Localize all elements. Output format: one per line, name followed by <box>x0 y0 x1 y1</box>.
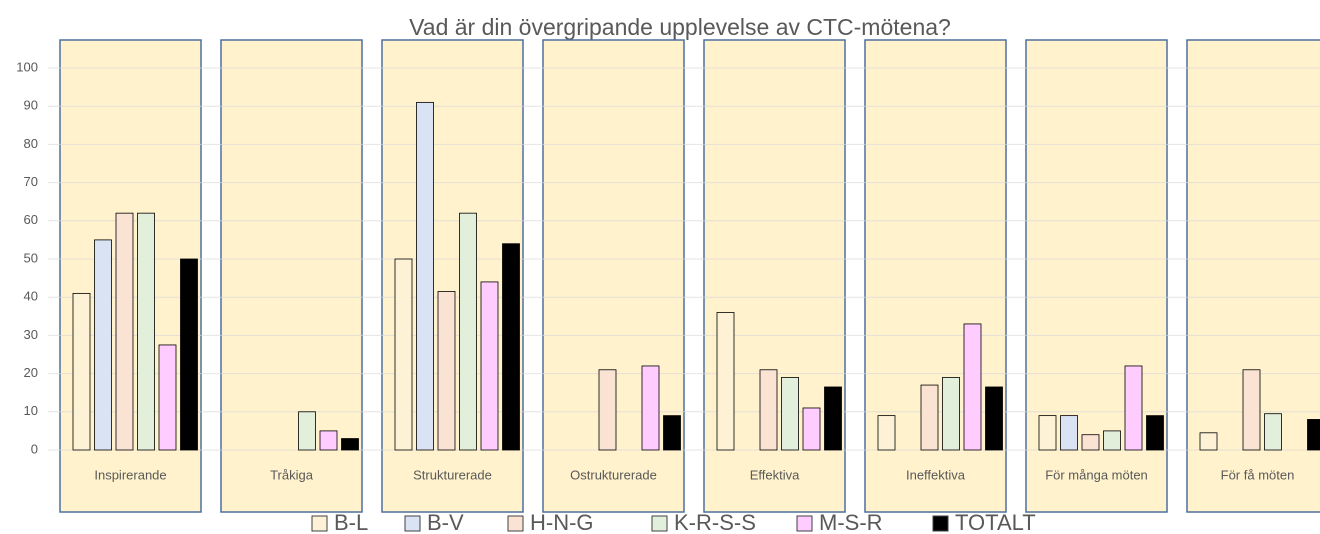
legend-label: H-N-G <box>530 510 594 534</box>
x-tick-label: För få möten <box>1221 467 1295 482</box>
bar <box>1199 432 1218 451</box>
y-tick-label: 30 <box>24 327 38 342</box>
legend-label: M-S-R <box>819 510 883 534</box>
bar <box>115 212 134 451</box>
legend-swatch <box>932 515 949 532</box>
y-tick-label: 100 <box>16 59 38 74</box>
bar <box>802 407 821 451</box>
legend-swatch <box>404 515 421 532</box>
bar <box>781 377 799 451</box>
bar <box>72 292 91 451</box>
chart-title: Vad är din övergripande upplevelse av CT… <box>409 14 951 40</box>
bar <box>663 415 681 451</box>
bar <box>319 430 338 451</box>
x-tick-label: Strukturerade <box>413 467 492 482</box>
bar <box>1124 365 1143 451</box>
bar <box>158 344 177 451</box>
bar <box>920 384 939 451</box>
x-tick-label: Ostrukturerade <box>570 467 657 482</box>
bar <box>480 281 499 451</box>
legend-swatch <box>651 515 668 532</box>
bar <box>341 438 359 451</box>
x-tick-label: Effektiva <box>750 467 800 482</box>
legend-swatch <box>311 515 328 532</box>
bar <box>180 258 198 451</box>
category-panel <box>542 39 685 513</box>
bar <box>824 386 842 451</box>
bar <box>502 243 520 451</box>
legend-swatch <box>507 515 524 532</box>
bar <box>1060 415 1078 451</box>
y-tick-label: 60 <box>24 212 38 227</box>
bar <box>759 369 778 451</box>
bar <box>641 365 660 451</box>
x-tick-label: Ineffektiva <box>906 467 966 482</box>
bar <box>1307 419 1320 451</box>
y-tick-label: 70 <box>24 174 38 189</box>
bar <box>716 312 735 451</box>
bar <box>942 377 960 451</box>
legend-swatch <box>796 515 813 532</box>
legend-label: TOTALT <box>955 510 1036 534</box>
bar <box>416 101 434 451</box>
x-tick-label: Inspirerande <box>94 467 166 482</box>
bar <box>1264 413 1282 451</box>
legend-label: K-R-S-S <box>674 510 756 534</box>
y-tick-label: 40 <box>24 289 38 304</box>
bar <box>298 411 316 451</box>
bar <box>985 386 1003 451</box>
bar <box>1081 434 1100 451</box>
bar <box>394 258 413 451</box>
y-tick-label: 90 <box>24 98 38 113</box>
bar <box>1242 369 1261 451</box>
x-tick-label: För många möten <box>1045 467 1148 482</box>
y-tick-label: 50 <box>24 250 38 265</box>
bar <box>137 212 155 451</box>
legend-label: B-V <box>427 510 464 534</box>
category-panel <box>220 39 363 513</box>
y-tick-label: 10 <box>24 403 38 418</box>
bar <box>437 291 456 451</box>
y-tick-label: 0 <box>31 441 38 456</box>
y-tick-label: 80 <box>24 136 38 151</box>
bar <box>877 415 896 451</box>
bar <box>94 239 112 451</box>
bar <box>963 323 982 451</box>
bar <box>1103 430 1121 451</box>
bar <box>459 212 477 451</box>
bar <box>1146 415 1164 451</box>
bar <box>1038 415 1057 451</box>
legend-label: B-L <box>334 510 368 534</box>
bar <box>598 369 617 451</box>
x-tick-label: Tråkiga <box>270 467 314 482</box>
y-tick-label: 20 <box>24 365 38 380</box>
